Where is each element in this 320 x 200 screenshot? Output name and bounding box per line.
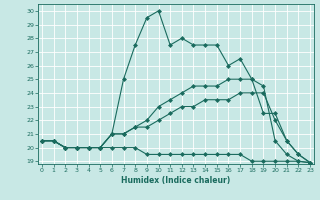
X-axis label: Humidex (Indice chaleur): Humidex (Indice chaleur) bbox=[121, 176, 231, 185]
